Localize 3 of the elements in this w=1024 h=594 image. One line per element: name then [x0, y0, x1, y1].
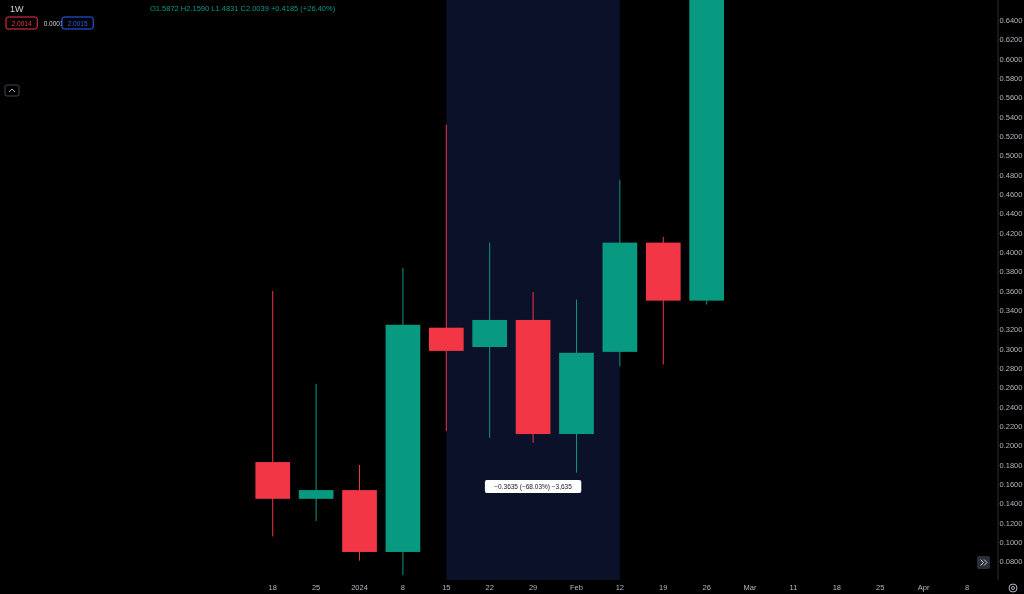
- candlestick: [428, 124, 464, 432]
- chart-title: 1W: [10, 4, 25, 14]
- candlestick: [298, 383, 334, 522]
